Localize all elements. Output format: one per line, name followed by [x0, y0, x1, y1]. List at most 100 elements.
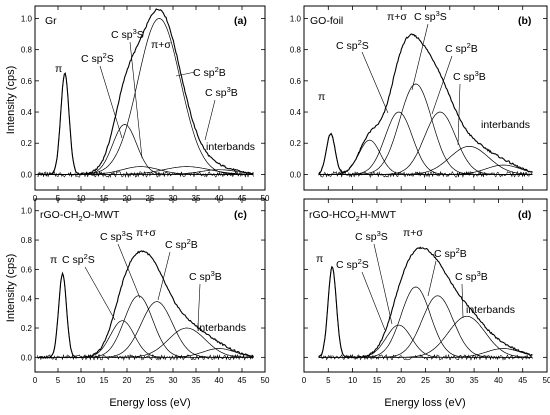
panel-a: 0 5 10 15 20 25 30 35 40 45 500.00.20.40.60.81.0 G…	[21, 5, 270, 203]
svg-text:C sp3B: C sp3B	[205, 85, 238, 99]
panel-b-ytick-label: 0.4	[290, 108, 302, 117]
panel-d-label-csp3s: C sp3S	[355, 229, 388, 243]
panel-c-label-csp3b: C sp3B	[189, 269, 222, 283]
panel-b-baseline	[318, 170, 533, 179]
panel-a-arrow-csp2b	[175, 71, 196, 77]
panel-d-label-pi-sigma: π+σ	[403, 227, 423, 239]
panel-c-xtick-label: 25	[146, 376, 155, 385]
panel-c-xtick-label: 50	[261, 376, 270, 385]
panel-d-label-csp2s: C sp2S	[336, 257, 369, 271]
panel-b-label-csp3s: C sp3S	[414, 9, 447, 23]
y-axis-title-top: Intensity (cps)	[5, 66, 17, 134]
panel-c-title: rGO-CH2O-MWT	[40, 209, 120, 223]
panel-a-label-csp3s: C sp3S	[111, 27, 144, 41]
panel-b-arrow-csp2b	[431, 55, 453, 115]
svg-text:C sp2S: C sp2S	[81, 51, 114, 65]
panel-b-tick-labels: 0.0 0.2 0.4 0.6 0.8 1.0	[290, 14, 302, 179]
panel-c-envelope-curve	[37, 250, 254, 359]
panel-b-envelope-curve	[318, 33, 533, 175]
panel-a-ytick-label: 1.0	[21, 14, 33, 23]
panel-a-envelope-curve	[36, 8, 254, 177]
panel-d-xtick-label: 20	[397, 376, 406, 385]
panel-d-arrow-csp2s	[361, 271, 386, 331]
panel-b-arrow-csp3s	[411, 23, 429, 91]
x-axis-title-right: Energy loss (eV)	[384, 397, 465, 409]
panel-d-xtick-label: 10	[348, 376, 357, 385]
panel-b-title: GO-foil	[310, 15, 343, 27]
panel-d-xtick-label: 25	[421, 376, 430, 385]
panel-b-label-pi: π	[318, 91, 325, 103]
panel-d-xtick-label: 45	[518, 376, 527, 385]
panel-a-label-pi: π	[55, 63, 62, 75]
svg-text:C sp2S: C sp2S	[336, 257, 369, 271]
panel-c-id: (c)	[234, 209, 247, 221]
panel-d-tick-labels: 0 5 10 15 20 25 30 35 40 45 50	[302, 376, 550, 385]
x-axis-title-left: Energy loss (eV)	[109, 397, 190, 409]
svg-text:C sp2B: C sp2B	[193, 65, 226, 79]
panel-a-ytick-label: 0.4	[21, 108, 33, 117]
panel-c-envelope	[37, 250, 254, 359]
panel-a-residual-curve	[37, 170, 254, 179]
panel-d-label-pi: π	[316, 253, 323, 265]
panel-c-ytick-label: 1.0	[21, 207, 33, 216]
panel-a-arrow-csp3s	[129, 41, 143, 159]
panel-a-label-csp2s: C sp2S	[81, 51, 114, 65]
panel-a-arrow-csp3b	[204, 99, 216, 141]
panel-b-label-pi-sigma: π+σ	[387, 11, 407, 23]
panel-a-arrow-csp2s	[99, 65, 123, 139]
panel-c-residual-curve	[37, 353, 254, 362]
panel-a-ytick-label: 0.2	[21, 139, 33, 148]
panel-d-residual-curve	[318, 353, 533, 361]
svg-text:C sp3B: C sp3B	[455, 269, 488, 283]
panel-a-label-pi-sigma: π+σ	[151, 39, 171, 51]
panel-a-ytick-label: 0.0	[21, 170, 33, 179]
svg-text:C sp2S: C sp2S	[336, 38, 369, 52]
panel-b-component-curve	[318, 145, 533, 175]
panel-c-xtick-label: 0	[33, 376, 38, 385]
panel-c-arrow-csp3b	[197, 283, 201, 327]
panel-a-envelope	[36, 8, 254, 177]
panel-c-baseline	[37, 353, 254, 362]
panel-d-id: (d)	[518, 209, 531, 221]
panel-c-xtick-label: 15	[100, 376, 109, 385]
panel-d-component-curve	[318, 286, 533, 358]
panel-b-envelope	[318, 33, 533, 175]
panel-c-xtick-label: 40	[215, 376, 224, 385]
svg-text:C sp3B: C sp3B	[189, 269, 222, 283]
panel-b-arrow-csp2s	[361, 51, 389, 114]
panel-c-ticks	[34, 199, 266, 372]
panel-b-residual-curve	[318, 170, 533, 179]
panel-b-label-csp3b: C sp3B	[453, 69, 486, 83]
panel-d-xtick-label: 5	[326, 376, 331, 385]
panel-c-ytick-label: 0.2	[21, 324, 33, 333]
panel-b-label-interbands: interbands	[481, 119, 530, 131]
panel-d-arrow-csp3b	[461, 283, 464, 319]
panel-d-arrow-csp2b	[427, 260, 437, 297]
panel-a-label-csp2b: C sp2B	[193, 65, 226, 79]
panel-b-id: (b)	[518, 15, 531, 27]
svg-text:C sp3S: C sp3S	[100, 229, 133, 243]
panel-a-id: (a)	[234, 15, 247, 27]
panel-c-label-interbands: interbands	[197, 322, 246, 334]
panel-b-ytick-label: 0.2	[290, 139, 302, 148]
panel-b-ytick-label: 0.0	[290, 170, 302, 179]
svg-text:C sp3S: C sp3S	[111, 27, 144, 41]
panel-b: 0.0 0.2 0.4 0.6 0.8 1.0 GO-foil (b) π π+σ C s…	[290, 5, 548, 191]
svg-text:rGO-CH2O-MWT: rGO-CH2O-MWT	[40, 209, 120, 223]
panel-d-xtick-label: 30	[445, 376, 454, 385]
panel-a-label-interbands: interbands	[206, 141, 255, 153]
panel-c: 0 5 10 15 20 25 30 35 40 45 50 0.0 0.2 0.4 0.6 0.8 1.0 r…	[21, 198, 270, 385]
svg-text:C sp3B: C sp3B	[453, 69, 486, 83]
panel-c-ytick-label: 0.0	[21, 353, 33, 362]
panel-d-label-interbands: interbands	[466, 304, 515, 316]
panel-a-ytick-label: 0.8	[21, 46, 33, 55]
panel-c-ytick-label: 0.6	[21, 265, 33, 274]
panel-c-xtick-label: 10	[77, 376, 86, 385]
panel-a-baseline	[37, 170, 254, 179]
panel-c-label-csp2s: C sp2S	[62, 252, 95, 266]
svg-text:C sp2B: C sp2B	[445, 41, 478, 55]
svg-text:C sp2B: C sp2B	[165, 237, 198, 251]
panel-d-xtick-label: 15	[372, 376, 381, 385]
panel-d-xtick-label: 40	[494, 376, 503, 385]
